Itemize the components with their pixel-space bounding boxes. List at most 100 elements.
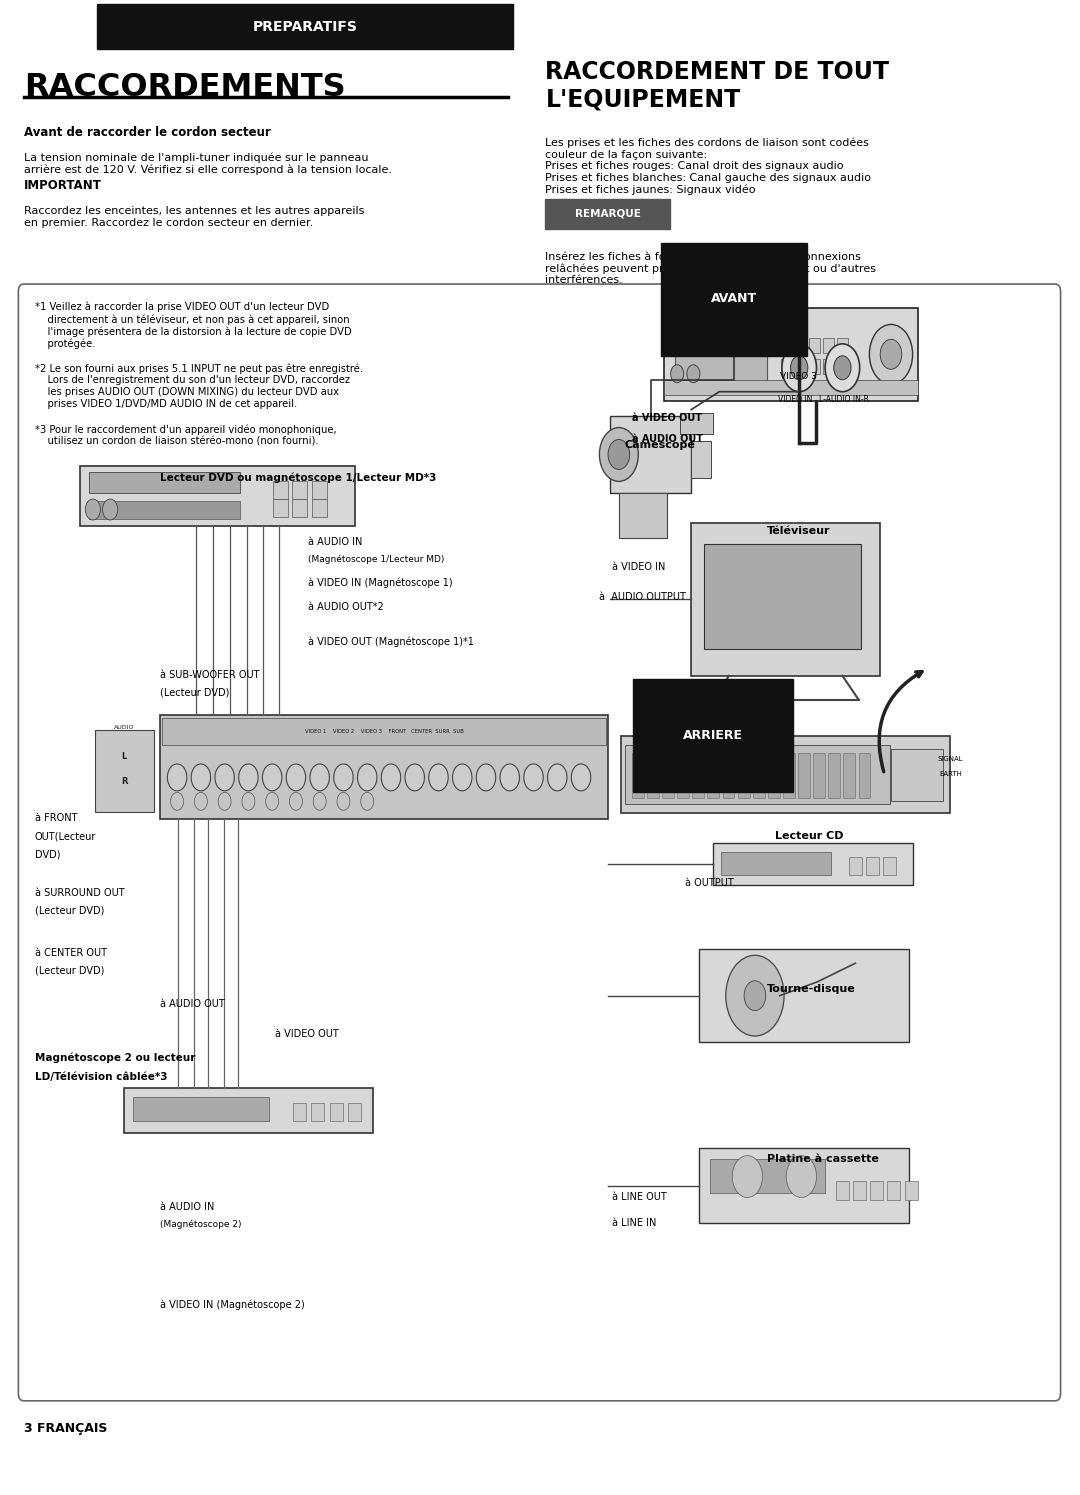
Circle shape	[337, 792, 350, 810]
Bar	[160, 715, 608, 819]
Bar	[89, 472, 240, 493]
Bar	[625, 745, 890, 804]
Bar	[619, 493, 667, 538]
Text: (Lecteur DVD): (Lecteur DVD)	[35, 966, 104, 976]
Text: Téléviseur: Téléviseur	[767, 526, 831, 537]
Bar	[713, 843, 913, 885]
Text: à VIDEO IN: à VIDEO IN	[612, 562, 665, 573]
Bar	[97, 4, 513, 49]
Circle shape	[266, 792, 279, 810]
Circle shape	[476, 764, 496, 791]
Text: Avant de raccorder le cordon secteur: Avant de raccorder le cordon secteur	[24, 126, 270, 139]
Bar	[795, 359, 806, 374]
Bar	[809, 359, 820, 374]
Bar	[888, 1181, 901, 1200]
Bar	[675, 330, 702, 353]
Circle shape	[571, 764, 591, 791]
Circle shape	[334, 764, 353, 791]
Bar	[675, 330, 767, 383]
Text: à AUDIO OUT: à AUDIO OUT	[160, 999, 225, 1009]
Text: à OUTPUT: à OUTPUT	[685, 878, 733, 888]
Bar	[311, 1103, 324, 1121]
Bar	[293, 499, 308, 517]
Text: à FRONT: à FRONT	[35, 813, 77, 824]
Circle shape	[215, 764, 234, 791]
Text: Insérez les fiches à fond dans les prises. Des connexions
relâchées peuvent prod: Insérez les fiches à fond dans les prise…	[545, 251, 876, 286]
Bar	[721, 852, 832, 875]
Bar	[783, 753, 795, 798]
Circle shape	[687, 365, 700, 383]
Circle shape	[825, 344, 860, 392]
Circle shape	[289, 792, 302, 810]
Bar	[691, 441, 711, 478]
Bar	[329, 1103, 342, 1121]
Circle shape	[357, 764, 377, 791]
Text: *3 Pour le raccordement d'un appareil vidéo monophonique,
    utilisez un cordon: *3 Pour le raccordement d'un appareil vi…	[35, 425, 336, 447]
Circle shape	[869, 324, 913, 384]
Circle shape	[310, 764, 329, 791]
Circle shape	[880, 339, 902, 369]
Bar	[859, 753, 870, 798]
Text: à AUDIO OUT: à AUDIO OUT	[632, 434, 703, 444]
Text: Magnétoscope 2 ou lecteur: Magnétoscope 2 ou lecteur	[35, 1052, 194, 1063]
FancyBboxPatch shape	[18, 284, 1061, 1401]
Circle shape	[361, 792, 374, 810]
Bar	[843, 753, 855, 798]
Text: à CENTER OUT: à CENTER OUT	[35, 948, 107, 958]
Circle shape	[286, 764, 306, 791]
Text: à VIDEO OUT (Magnétoscope 1)*1: à VIDEO OUT (Magnétoscope 1)*1	[308, 637, 474, 647]
Circle shape	[791, 356, 808, 380]
Bar	[677, 753, 689, 798]
Bar	[680, 413, 713, 434]
Text: IMPORTANT: IMPORTANT	[24, 179, 102, 193]
Bar	[849, 857, 862, 875]
Circle shape	[381, 764, 401, 791]
Text: AVANT: AVANT	[712, 293, 757, 305]
Bar	[707, 753, 719, 798]
Bar	[823, 338, 834, 353]
Text: Lecteur DVD ou magnétoscope 1/Lecteur MD*3: Lecteur DVD ou magnétoscope 1/Lecteur MD…	[160, 472, 436, 483]
Bar	[883, 857, 896, 875]
Bar	[798, 753, 810, 798]
Text: Platine à cassette: Platine à cassette	[767, 1154, 879, 1165]
Text: REMARQUE: REMARQUE	[575, 209, 640, 218]
Bar	[837, 359, 848, 374]
Text: Lecteur CD: Lecteur CD	[775, 831, 843, 842]
Text: à AUDIO IN: à AUDIO IN	[308, 537, 362, 547]
Bar	[870, 1181, 883, 1200]
Circle shape	[744, 981, 766, 1011]
Bar	[768, 753, 780, 798]
Bar	[293, 481, 308, 499]
Circle shape	[732, 1156, 762, 1197]
Bar	[738, 753, 750, 798]
Bar	[272, 499, 287, 517]
Bar	[80, 466, 355, 526]
Text: (Lecteur DVD): (Lecteur DVD)	[160, 688, 229, 698]
Text: à LINE OUT: à LINE OUT	[612, 1192, 667, 1202]
Text: La tension nominale de l'ampli-tuner indiquée sur le panneau
arrière est de 120 : La tension nominale de l'ampli-tuner ind…	[24, 152, 392, 175]
Circle shape	[453, 764, 472, 791]
Bar	[837, 338, 848, 353]
Bar	[753, 753, 765, 798]
Text: (Magnétoscope 1/Lecteur MD): (Magnétoscope 1/Lecteur MD)	[308, 555, 444, 564]
Text: DVD): DVD)	[35, 849, 60, 860]
Text: à VIDEO OUT: à VIDEO OUT	[632, 413, 702, 423]
Circle shape	[782, 344, 816, 392]
Text: Tourne-disque: Tourne-disque	[767, 984, 855, 994]
Text: Les prises et les fiches des cordons de liaison sont codées
couleur de la façon : Les prises et les fiches des cordons de …	[545, 138, 872, 194]
Circle shape	[218, 792, 231, 810]
Bar	[691, 523, 880, 676]
Text: à LINE IN: à LINE IN	[612, 1218, 657, 1229]
Text: RACCORDEMENT DE TOUT
L'EQUIPEMENT: RACCORDEMENT DE TOUT L'EQUIPEMENT	[545, 60, 890, 112]
Circle shape	[167, 764, 187, 791]
Text: PREPARATIFS: PREPARATIFS	[253, 19, 357, 34]
Circle shape	[429, 764, 448, 791]
Text: à AUDIO OUT*2: à AUDIO OUT*2	[308, 602, 383, 613]
Text: EARTH: EARTH	[939, 771, 962, 777]
Bar	[853, 1181, 866, 1200]
Text: à VIDEO IN (Magnétoscope 2): à VIDEO IN (Magnétoscope 2)	[160, 1299, 305, 1310]
Circle shape	[191, 764, 211, 791]
Text: VIDEO IN: VIDEO IN	[778, 395, 812, 404]
Text: à VIDEO OUT: à VIDEO OUT	[275, 1029, 339, 1039]
Circle shape	[405, 764, 424, 791]
